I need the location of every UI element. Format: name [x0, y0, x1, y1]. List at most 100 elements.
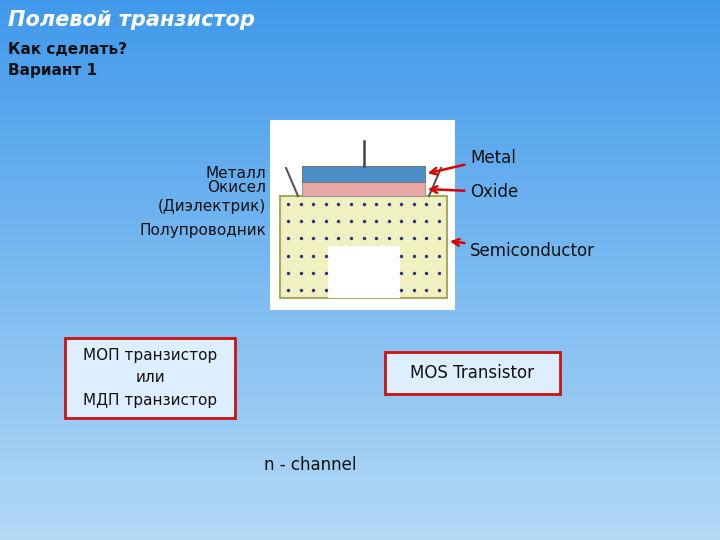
Bar — [0, 255, 720, 256]
Bar — [0, 539, 720, 540]
Bar — [0, 260, 720, 261]
Bar — [0, 406, 720, 407]
Bar — [0, 263, 720, 264]
Bar — [0, 288, 720, 289]
Bar — [0, 410, 720, 411]
Bar — [0, 192, 720, 193]
Bar — [0, 531, 720, 532]
Bar — [0, 189, 720, 190]
Bar — [0, 256, 720, 257]
Bar — [0, 104, 720, 105]
Bar — [0, 136, 720, 137]
Bar — [0, 361, 720, 362]
Bar — [0, 54, 720, 55]
Bar — [0, 207, 720, 208]
Bar — [0, 171, 720, 172]
Point — [420, 217, 432, 226]
Bar — [0, 142, 720, 143]
Bar — [0, 94, 720, 95]
Bar — [0, 442, 720, 443]
Bar — [0, 424, 720, 425]
Bar — [0, 323, 720, 324]
Bar — [0, 116, 720, 117]
Bar — [0, 5, 720, 6]
Bar — [0, 99, 720, 100]
Bar — [0, 515, 720, 516]
Bar — [0, 289, 720, 290]
Bar — [0, 392, 720, 393]
Bar — [0, 253, 720, 254]
Bar — [0, 103, 720, 104]
Bar — [0, 451, 720, 452]
Bar — [0, 372, 720, 373]
Bar — [0, 339, 720, 340]
Bar — [0, 302, 720, 303]
Point — [420, 286, 432, 294]
Point — [294, 286, 306, 294]
Bar — [0, 398, 720, 399]
Bar — [0, 252, 720, 253]
Bar — [0, 52, 720, 53]
Bar — [0, 74, 720, 75]
Bar — [0, 95, 720, 96]
Bar — [0, 469, 720, 470]
Bar — [0, 504, 720, 505]
Bar — [0, 308, 720, 309]
Bar — [0, 65, 720, 66]
Bar — [0, 459, 720, 460]
Bar — [0, 258, 720, 259]
Bar — [0, 134, 720, 135]
Point — [433, 268, 445, 277]
Bar — [0, 152, 720, 153]
Point — [307, 200, 319, 208]
Bar — [0, 248, 720, 249]
Bar — [0, 435, 720, 436]
Bar — [0, 454, 720, 455]
Bar — [0, 298, 720, 299]
Bar — [0, 450, 720, 451]
Bar — [0, 487, 720, 488]
Bar — [0, 477, 720, 478]
Bar — [0, 190, 720, 191]
Bar — [0, 314, 720, 315]
Bar — [0, 16, 720, 17]
Bar — [0, 510, 720, 511]
Bar — [0, 423, 720, 424]
Bar — [0, 499, 720, 500]
Bar — [0, 179, 720, 180]
Bar — [0, 186, 720, 187]
Bar — [0, 483, 720, 484]
Bar — [0, 357, 720, 358]
Point — [282, 217, 294, 226]
Bar — [0, 366, 720, 367]
Bar — [0, 156, 720, 157]
Point — [408, 268, 420, 277]
Point — [383, 217, 395, 226]
Bar — [0, 364, 720, 365]
Bar — [0, 4, 720, 5]
Bar — [0, 334, 720, 335]
Bar — [0, 530, 720, 531]
Bar — [0, 118, 720, 119]
Point — [420, 268, 432, 277]
Bar — [0, 514, 720, 515]
Point — [408, 217, 420, 226]
Bar — [0, 290, 720, 291]
Bar — [0, 246, 720, 247]
Bar — [0, 456, 720, 457]
Point — [307, 217, 319, 226]
Bar — [0, 29, 720, 30]
Bar — [0, 348, 720, 349]
Bar — [0, 446, 720, 447]
Bar — [0, 322, 720, 323]
Bar — [0, 175, 720, 176]
Point — [395, 200, 407, 208]
Bar — [0, 402, 720, 403]
Bar — [0, 426, 720, 427]
Bar — [0, 9, 720, 10]
Bar — [0, 509, 720, 510]
Bar — [0, 413, 720, 414]
Bar — [0, 0, 720, 1]
Bar — [0, 22, 720, 23]
Bar — [0, 12, 720, 13]
